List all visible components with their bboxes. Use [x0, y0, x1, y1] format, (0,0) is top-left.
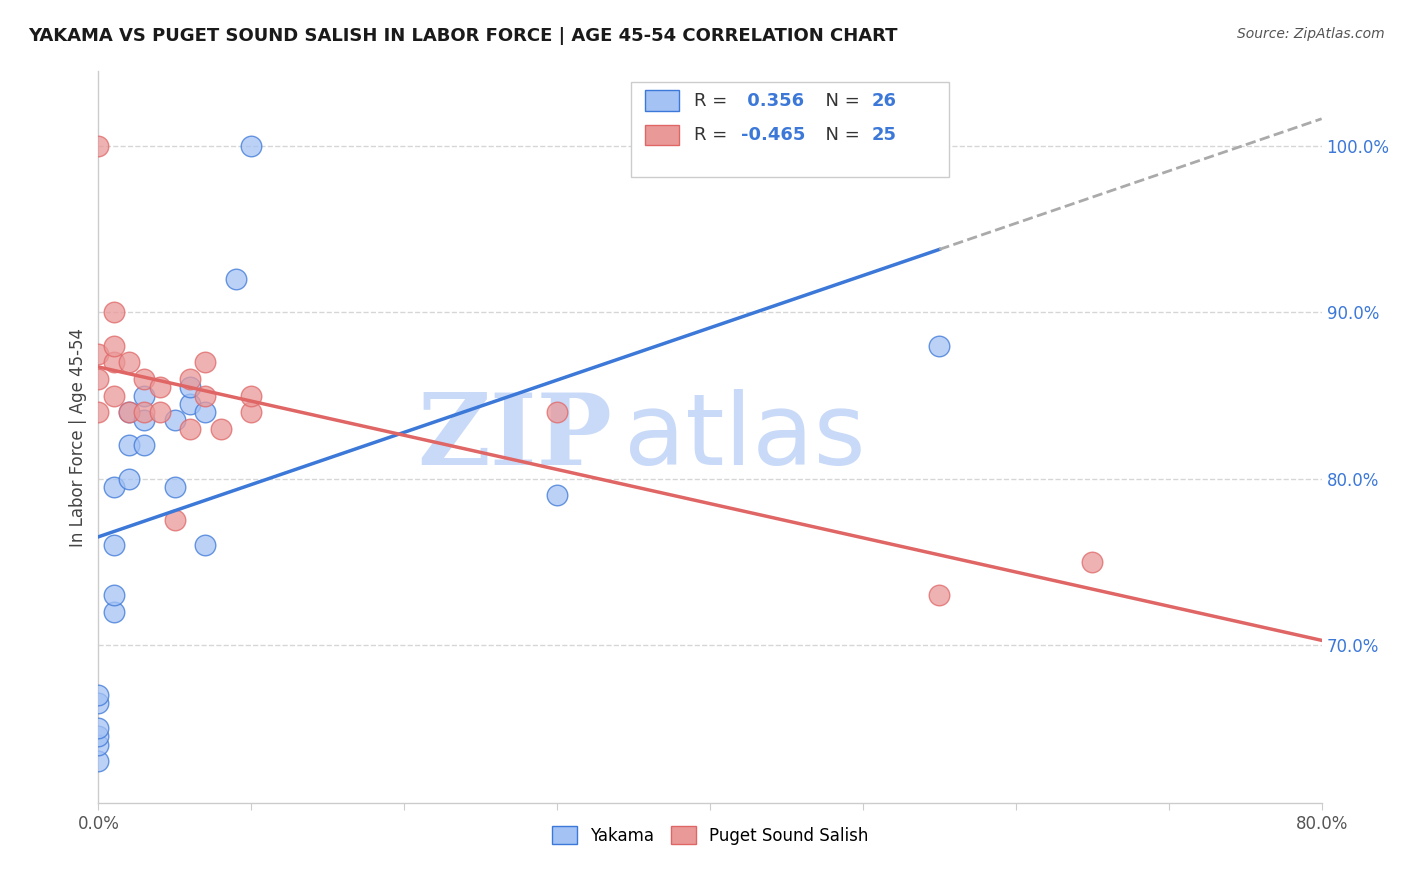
Text: atlas: atlas [624, 389, 866, 485]
Point [163, 513, 186, 527]
Point [118, 472, 141, 486]
Point [240, 139, 263, 153]
Point [149, 380, 172, 394]
FancyBboxPatch shape [645, 125, 679, 145]
Point [103, 538, 125, 552]
Text: Source: ZipAtlas.com: Source: ZipAtlas.com [1237, 27, 1385, 41]
Text: R =: R = [695, 126, 733, 144]
Point [103, 388, 125, 402]
Point [163, 480, 186, 494]
Point [240, 405, 263, 419]
Point [179, 422, 201, 436]
FancyBboxPatch shape [630, 82, 949, 178]
Point [134, 438, 156, 452]
Point [87, 721, 110, 735]
Text: 0.356: 0.356 [741, 92, 804, 110]
Point [87, 688, 110, 702]
Point [87, 139, 110, 153]
Text: -0.465: -0.465 [741, 126, 806, 144]
Point [179, 372, 201, 386]
Point [194, 355, 217, 369]
Point [118, 405, 141, 419]
Text: 26: 26 [872, 92, 897, 110]
Point [87, 754, 110, 768]
Point [546, 405, 568, 419]
Y-axis label: In Labor Force | Age 45-54: In Labor Force | Age 45-54 [69, 327, 87, 547]
Point [1081, 555, 1104, 569]
Point [209, 422, 232, 436]
Point [103, 480, 125, 494]
FancyBboxPatch shape [645, 90, 679, 111]
Point [194, 405, 217, 419]
Point [103, 355, 125, 369]
Legend: Yakama, Puget Sound Salish: Yakama, Puget Sound Salish [543, 818, 877, 853]
Text: R =: R = [695, 92, 733, 110]
Point [87, 347, 110, 361]
Text: N =: N = [814, 126, 866, 144]
Point [240, 388, 263, 402]
Point [134, 413, 156, 427]
Point [87, 405, 110, 419]
Point [103, 338, 125, 352]
Point [118, 355, 141, 369]
Point [134, 405, 156, 419]
Text: YAKAMA VS PUGET SOUND SALISH IN LABOR FORCE | AGE 45-54 CORRELATION CHART: YAKAMA VS PUGET SOUND SALISH IN LABOR FO… [28, 27, 897, 45]
Point [87, 696, 110, 710]
Point [134, 388, 156, 402]
Point [103, 305, 125, 319]
Point [118, 405, 141, 419]
Text: ZIP: ZIP [418, 389, 612, 485]
Point [134, 372, 156, 386]
Point [179, 380, 201, 394]
Point [225, 272, 247, 286]
Point [103, 588, 125, 602]
Point [194, 538, 217, 552]
Point [87, 372, 110, 386]
Point [149, 405, 172, 419]
Text: N =: N = [814, 92, 866, 110]
Point [118, 438, 141, 452]
Point [87, 729, 110, 743]
Point [194, 388, 217, 402]
Point [163, 413, 186, 427]
Text: 25: 25 [872, 126, 897, 144]
Point [103, 605, 125, 619]
Point [928, 338, 950, 352]
Point [179, 397, 201, 411]
Point [928, 588, 950, 602]
Point [87, 738, 110, 752]
Point [546, 488, 568, 502]
